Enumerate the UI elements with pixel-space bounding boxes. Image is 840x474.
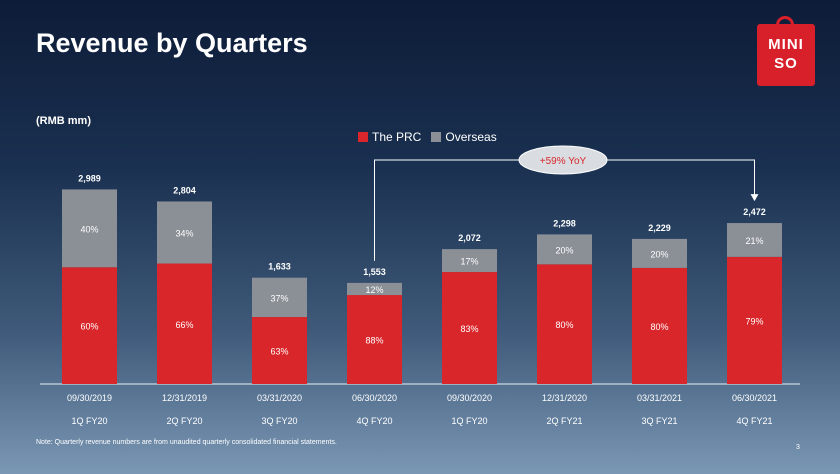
label-overseas-pct-1: 34%	[175, 228, 193, 238]
unit-label: (RMB mm)	[36, 115, 91, 127]
legend-label-prc: The PRC	[372, 130, 422, 144]
label-overseas-pct-4: 17%	[460, 257, 478, 267]
bar-overseas-7	[727, 223, 782, 257]
label-prc-pct-5: 80%	[555, 320, 573, 330]
chart-legend: The PRC Overseas	[358, 130, 497, 144]
logo-line-2: SO	[774, 55, 798, 72]
tick-date-0: 09/30/2019	[67, 393, 112, 403]
label-prc-pct-4: 83%	[460, 324, 478, 334]
legend-swatch-overseas	[431, 132, 442, 142]
tick-date-4: 09/30/2020	[447, 393, 492, 403]
bar-prc-7	[727, 256, 782, 384]
tick-date-7: 06/30/2021	[732, 393, 777, 403]
tick-fiscal-6: 3Q FY21	[641, 416, 677, 426]
label-overseas-pct-7: 21%	[745, 236, 763, 246]
label-overseas-pct-0: 40%	[80, 224, 98, 234]
label-total-1: 2,804	[173, 185, 196, 195]
bar-prc-5	[537, 264, 592, 384]
label-prc-pct-1: 66%	[175, 320, 193, 330]
tick-date-5: 12/31/2020	[542, 393, 587, 403]
label-total-3: 1,553	[363, 267, 386, 277]
bar-overseas-1	[157, 201, 212, 264]
yoy-bubble	[518, 145, 608, 175]
bar-overseas-5	[537, 234, 592, 265]
yoy-arrow-icon	[750, 194, 759, 202]
tick-fiscal-7: 4Q FY21	[736, 416, 772, 426]
tick-fiscal-0: 1Q FY20	[71, 416, 107, 426]
bar-overseas-0	[62, 189, 117, 268]
label-prc-pct-7: 79%	[745, 316, 763, 326]
tick-fiscal-4: 1Q FY20	[451, 416, 487, 426]
miniso-logo: MINI SO	[757, 16, 815, 86]
tick-fiscal-2: 3Q FY20	[261, 416, 297, 426]
legend-item-prc: The PRC	[358, 130, 421, 144]
bar-prc-6	[632, 267, 687, 384]
label-prc-pct-2: 63%	[270, 347, 288, 357]
label-total-6: 2,229	[648, 223, 671, 233]
label-total-0: 2,989	[78, 173, 101, 183]
tick-fiscal-5: 2Q FY21	[546, 416, 582, 426]
label-total-7: 2,472	[743, 207, 766, 217]
label-overseas-pct-5: 20%	[555, 245, 573, 255]
bar-prc-0	[62, 267, 117, 384]
bar-prc-3	[347, 295, 402, 384]
label-overseas-pct-2: 37%	[270, 293, 288, 303]
tick-fiscal-3: 4Q FY20	[356, 416, 392, 426]
bar-prc-4	[442, 272, 497, 384]
legend-label-overseas: Overseas	[445, 130, 497, 144]
tick-date-1: 12/31/2019	[162, 393, 207, 403]
bar-prc-1	[157, 263, 212, 384]
label-prc-pct-6: 80%	[650, 322, 668, 332]
bar-overseas-2	[252, 277, 307, 318]
page-title: Revenue by Quarters	[36, 28, 308, 58]
yoy-label: +59% YoY	[540, 156, 587, 167]
label-total-5: 2,298	[553, 218, 576, 228]
label-prc-pct-0: 60%	[80, 322, 98, 332]
page-number: 3	[796, 444, 800, 451]
label-overseas-pct-6: 20%	[650, 249, 668, 259]
logo-line-1: MINI	[768, 36, 804, 53]
legend-item-overseas: Overseas	[431, 130, 497, 144]
bar-overseas-6	[632, 238, 687, 268]
tick-date-3: 06/30/2020	[352, 393, 397, 403]
bag-handle-icon	[776, 16, 794, 26]
bar-overseas-3	[347, 282, 402, 296]
tick-fiscal-1: 2Q FY20	[166, 416, 202, 426]
label-overseas-pct-3: 12%	[365, 285, 383, 295]
label-prc-pct-3: 88%	[365, 336, 383, 346]
tick-date-2: 03/31/2020	[257, 393, 302, 403]
tick-date-6: 03/31/2021	[637, 393, 682, 403]
legend-swatch-prc	[358, 132, 368, 142]
bar-overseas-4	[442, 249, 497, 273]
label-total-4: 2,072	[458, 233, 481, 243]
label-total-2: 1,633	[268, 262, 291, 272]
bar-prc-2	[252, 317, 307, 384]
footnote: Note: Quarterly revenue numbers are from…	[36, 439, 337, 446]
